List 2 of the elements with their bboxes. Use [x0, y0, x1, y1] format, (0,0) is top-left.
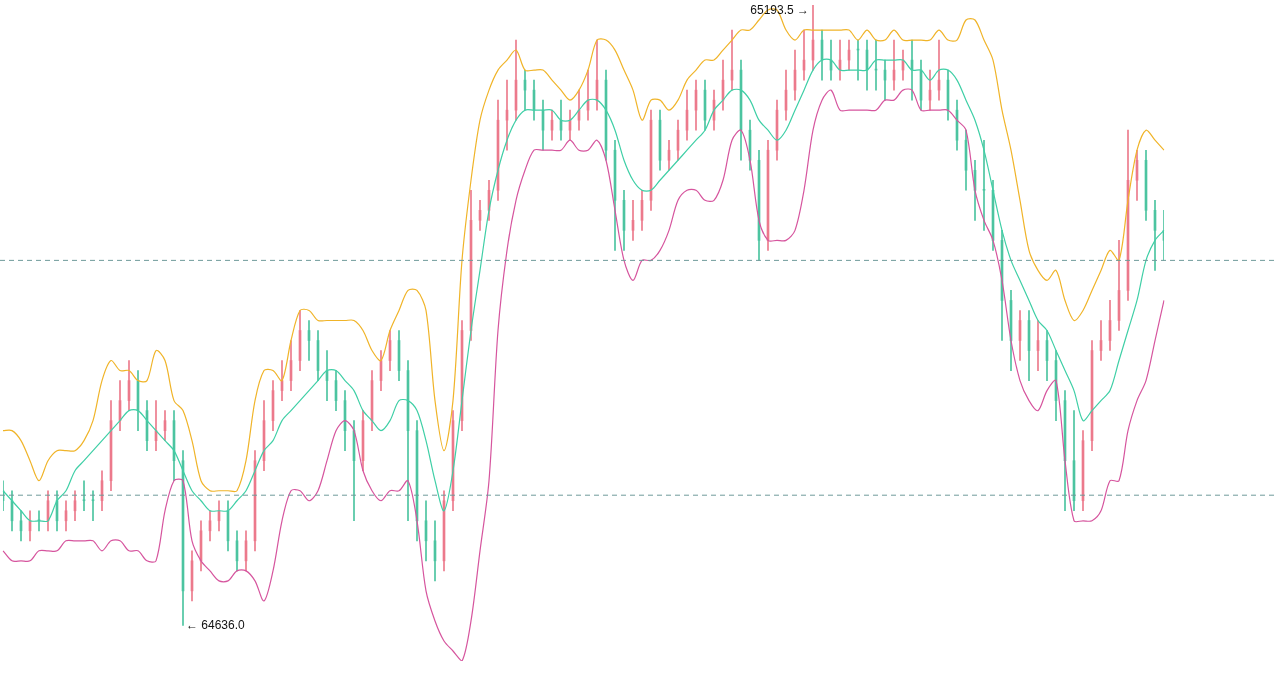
annotation: 65193.5 →: [750, 3, 809, 18]
annotation: ← 64636.0: [186, 617, 246, 632]
